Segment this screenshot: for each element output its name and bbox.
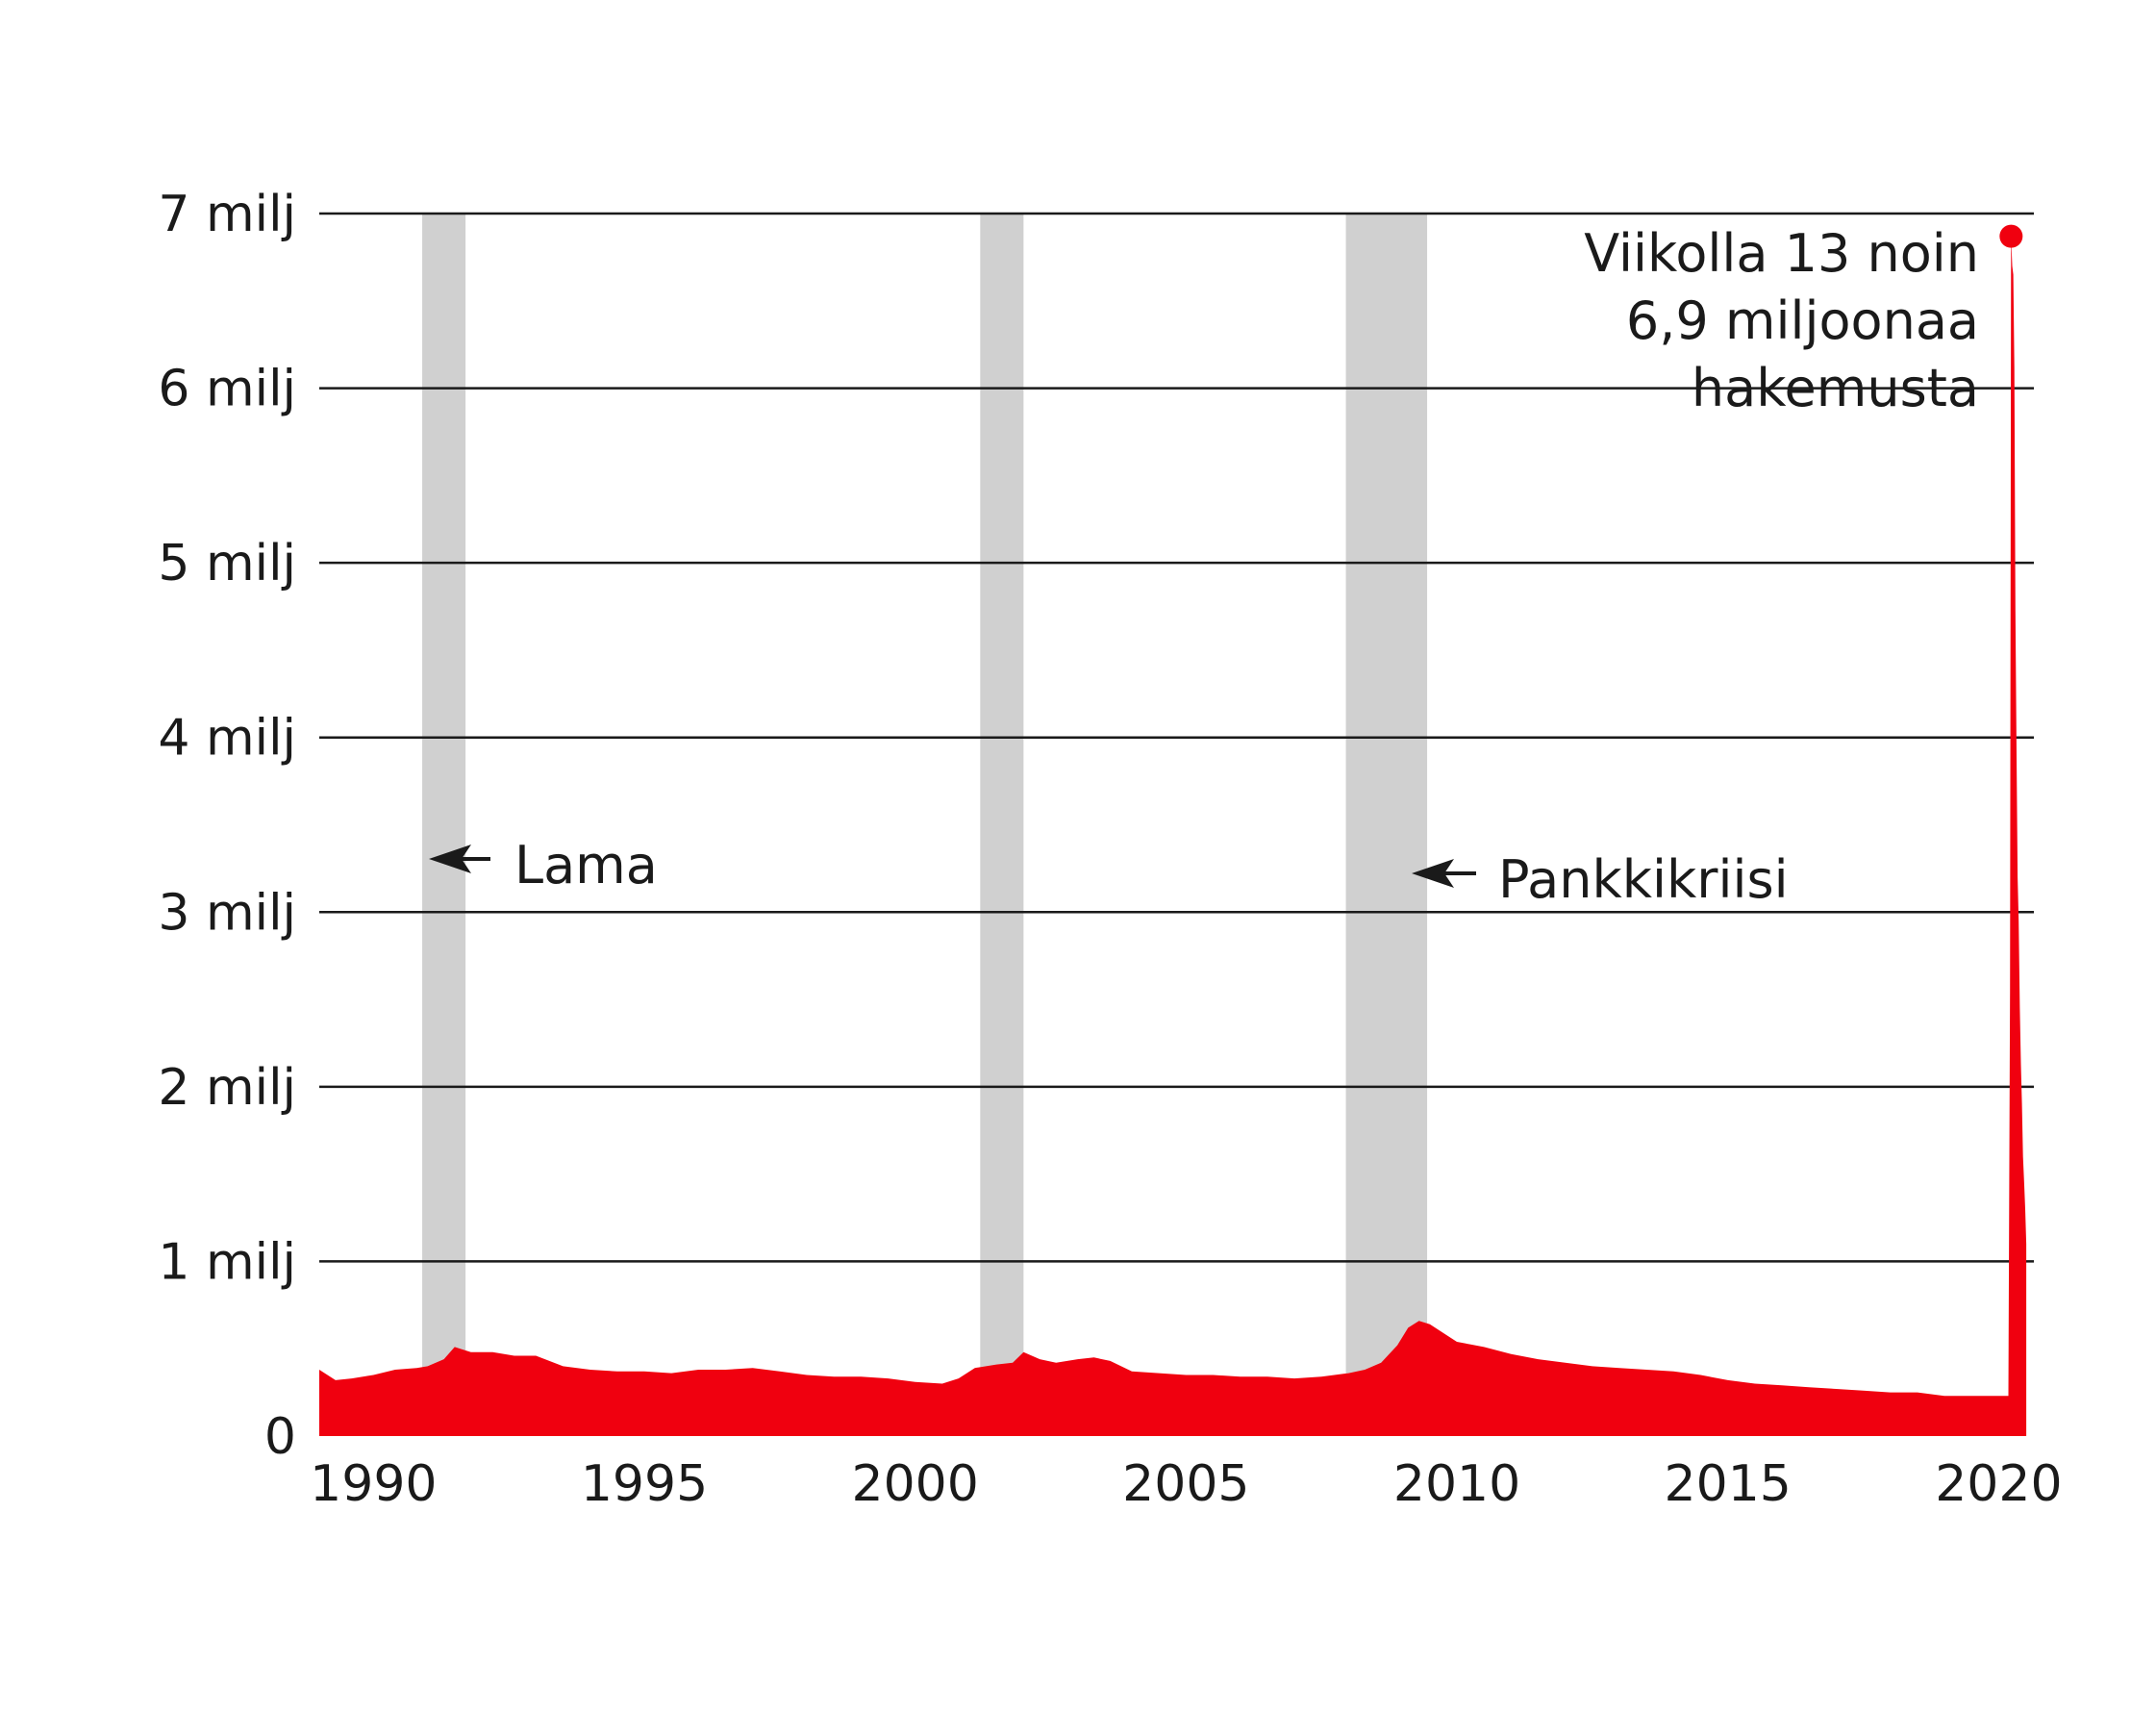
x-tick-label-2010: 2010: [1393, 1455, 1520, 1513]
recession-band-1: [422, 214, 466, 1436]
peak-annotation-line-1: Viikolla 13 noin: [1584, 223, 1979, 284]
y-tick-label-2-milj: 2 milj: [158, 1059, 296, 1117]
x-tick-label-1995: 1995: [581, 1455, 708, 1513]
recession-band-3: [1345, 214, 1428, 1436]
annotation-lama-label: Lama: [514, 835, 658, 895]
lama-arrow-head: [429, 845, 471, 873]
recession-bands: [422, 214, 1428, 1436]
y-axis-labels: 0 1 milj 2 milj 3 milj 4 milj 5 milj 6 milj 7 m…: [158, 186, 296, 1466]
y-tick-label-5-milj: 5 milj: [158, 535, 296, 593]
x-axis-labels: 1990 1995 2000 2005 2010 2015 2020: [310, 1455, 2062, 1513]
x-tick-label-2015: 2015: [1665, 1455, 1792, 1513]
peak-annotation-line-3: hakemusta: [1692, 358, 1979, 418]
annotation-pankkikriisi: Pankkikriisi: [1412, 849, 1789, 910]
y-tick-label-3-milj: 3 milj: [158, 884, 296, 942]
peak-annotation-line-2: 6,9 miljoonaa: [1626, 290, 1979, 351]
y-tick-label-4-milj: 4 milj: [158, 710, 296, 768]
x-tick-label-2000: 2000: [852, 1455, 979, 1513]
annotation-lama: Lama: [429, 835, 658, 895]
y-tick-label-6-milj: 6 milj: [158, 361, 296, 418]
y-tick-label-1-milj: 1 milj: [158, 1233, 296, 1291]
x-tick-label-1990: 1990: [310, 1455, 437, 1513]
peak-marker: [1999, 224, 2023, 248]
peak-annotation: Viikolla 13 noin 6,9 miljoonaa hakemusta: [1584, 223, 2023, 418]
annotation-pankkikriisi-label: Pankkikriisi: [1498, 849, 1789, 910]
y-tick-label-0: 0: [264, 1408, 296, 1466]
y-tick-label-7-milj: 7 milj: [158, 186, 296, 243]
x-tick-label-2020: 2020: [1935, 1455, 2062, 1513]
gridlines: [319, 212, 2034, 1263]
pankkikriisi-arrow-head: [1412, 859, 1454, 888]
recession-band-2: [980, 214, 1024, 1436]
x-tick-label-2005: 2005: [1122, 1455, 1249, 1513]
